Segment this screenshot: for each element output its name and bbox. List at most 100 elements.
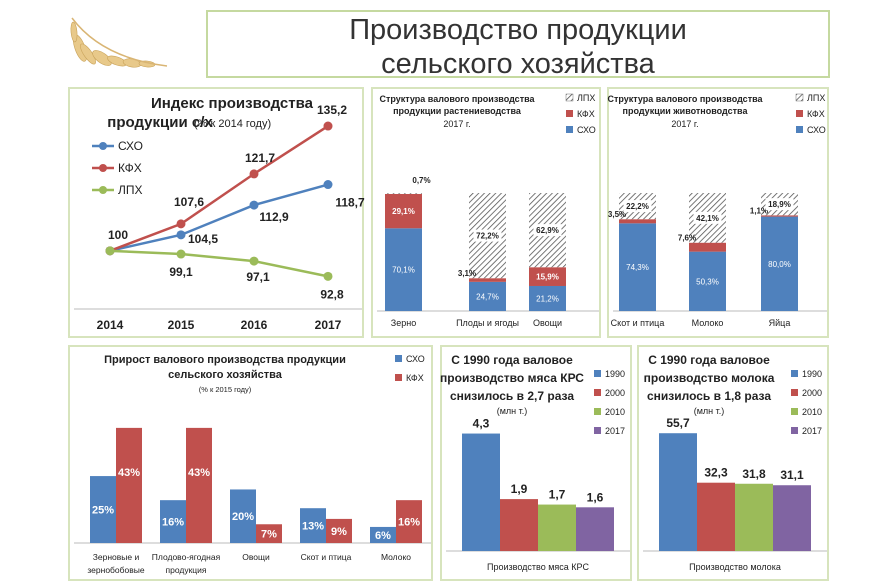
growth-x-tick-0-1: зернобобовые: [87, 565, 144, 575]
crops-title: Структура валового производства: [379, 94, 535, 104]
crops-label-sxo-1: 24,7%: [476, 292, 499, 301]
growth-legend-СХО: СХО: [406, 354, 425, 364]
livestock-legend-ЛПХ: ЛПХ: [807, 93, 825, 103]
livestock-title: Структура валового производства: [607, 94, 763, 104]
milk-legend-swatch-2017: [791, 427, 798, 434]
crops-structure-chart: Структура валового производства продукции…: [377, 93, 599, 328]
livestock-title-2: продукции животноводства: [623, 106, 749, 116]
milk-legend-swatch-1990: [791, 370, 798, 377]
livestock-bar-kfh-0: [619, 219, 656, 224]
crops-bar-kfh-2: [529, 267, 566, 286]
data-label-СХО-2015: 104,5: [188, 232, 218, 246]
livestock-label-bg-lph-0: [623, 200, 652, 213]
milk-bar-2010: [735, 483, 773, 551]
point-КФХ-2015: [176, 219, 186, 229]
livestock-bar-sxo-1: [689, 251, 726, 311]
meat-legend-swatch-2010: [594, 408, 601, 415]
crops-label-lph-0: 0,7%: [412, 176, 430, 185]
meat-label-1990: 4,3: [473, 417, 490, 431]
meat-bar-2017: [576, 507, 614, 551]
crops-label-lph-2: 62,9%: [536, 226, 559, 235]
growth-bar-КФХ-1: [186, 427, 212, 543]
meat-label-2010: 1,7: [549, 488, 566, 502]
livestock-label-kfh-0: 3,5%: [608, 210, 626, 219]
meat-legend-2017: 2017: [605, 426, 625, 436]
growth-bar-СХО-2: [230, 489, 256, 543]
milk-legend-2017: 2017: [802, 426, 822, 436]
growth-x-tick-1-1: продукция: [165, 565, 206, 575]
growth-bar-КФХ-4: [396, 500, 422, 543]
milk-legend-2010: 2010: [802, 407, 822, 417]
milk-unit: (млн т.): [694, 406, 725, 416]
crops-structure-panel: Структура валового производства продукции…: [371, 87, 601, 338]
milk-bar-1990: [659, 433, 697, 551]
growth-bar-СХО-3: [300, 508, 326, 543]
meat-title-2: снизилось в 2,7 раза: [450, 389, 574, 403]
x-tick-2016: 2016: [241, 318, 268, 332]
livestock-label-sxo-1: 50,3%: [696, 277, 719, 286]
livestock-bar-sxo-0: [619, 223, 656, 311]
x-tick-2015: 2015: [168, 318, 195, 332]
data-label-СХО-2016: 112,9: [259, 210, 289, 224]
milk-title-1: производство молока: [644, 371, 775, 385]
milk-label-2010: 31,8: [742, 467, 766, 481]
crops-bar-sxo-2: [529, 285, 566, 311]
growth-legend-swatch-СХО: [395, 355, 402, 362]
crops-year: 2017 г.: [443, 119, 470, 129]
meat-bar-chart: С 1990 года валовое производство мяса КРС…: [440, 353, 630, 572]
crops-legend-ЛПХ: ЛПХ: [577, 93, 595, 103]
livestock-x-tick-1: Молоко: [692, 318, 724, 328]
legend-marker-ЛПХ: [99, 186, 107, 194]
index-line-chart: Индекс производства продукции с/х(% к 201…: [74, 95, 365, 332]
crops-label-bg-lph-1: [473, 229, 502, 242]
livestock-legend-КФХ: КФХ: [807, 109, 825, 119]
milk-chart-panel: С 1990 года валовое производство молока сн…: [637, 345, 829, 581]
legend-marker-КФХ: [99, 164, 107, 172]
index-chart-subtitle: (% к 2014 году): [194, 118, 271, 130]
crops-bar-sxo-1: [469, 281, 506, 311]
livestock-legend-swatch-ЛПХ: [795, 93, 804, 102]
page-title-line-2: сельского хозяйства: [381, 48, 655, 80]
growth-bar-СХО-0: [90, 476, 116, 543]
milk-bar-2017: [773, 485, 811, 551]
legend-label-КФХ: КФХ: [118, 161, 142, 175]
data-label-КФХ-2017: 135,2: [317, 103, 347, 117]
milk-label-2017: 31,1: [780, 468, 804, 482]
crops-label-sxo-0: 70,1%: [392, 266, 415, 275]
meat-bar-2000: [500, 499, 538, 551]
data-label-КФХ-2015: 107,6: [174, 195, 204, 209]
crops-bar-kfh-1: [469, 278, 506, 282]
growth-label-КФХ-4: 16%: [398, 517, 420, 529]
livestock-label-kfh-2: 1,1%: [750, 206, 768, 215]
point-ЛПХ-2017: [323, 271, 333, 281]
meat-chart-panel: С 1990 года валовое производство мяса КРС…: [440, 345, 632, 581]
milk-legend-swatch-2010: [791, 408, 798, 415]
wheat-decoration: [70, 17, 168, 68]
livestock-bar-kfh-2: [761, 215, 798, 217]
livestock-label-kfh-1: 7,6%: [678, 234, 696, 243]
crops-label-sxo-2: 21,2%: [536, 294, 559, 303]
growth-label-КФХ-0: 43%: [118, 467, 140, 479]
data-label-КФХ-2014: 100: [108, 228, 128, 242]
growth-label-КФХ-3: 9%: [331, 526, 347, 538]
livestock-bar-sxo-2: [761, 216, 798, 311]
data-label-ЛПХ-2015: 99,1: [169, 265, 193, 279]
growth-label-СХО-3: 13%: [302, 521, 324, 533]
livestock-structure-chart: Структура валового производства продукции…: [607, 93, 827, 328]
point-СХО-2016: [249, 200, 259, 210]
data-label-СХО-2017: 118,7: [335, 196, 365, 210]
meat-legend-1990: 1990: [605, 369, 625, 379]
meat-legend-swatch-2000: [594, 389, 601, 396]
legend-label-ЛПХ: ЛПХ: [118, 183, 143, 197]
point-СХО-2015: [176, 230, 186, 240]
crops-bar-sxo-0: [385, 228, 422, 311]
milk-title-0: С 1990 года валовое: [648, 353, 770, 367]
livestock-x-tick-2: Яйца: [769, 318, 791, 328]
livestock-structure-panel: Структура валового производства продукции…: [607, 87, 829, 338]
growth-chart-panel: Прирост валового производства продукции с…: [68, 345, 433, 581]
crops-title-2: продукции растениеводства: [393, 106, 522, 116]
growth-label-СХО-1: 16%: [162, 517, 184, 529]
livestock-label-lph-2: 18,9%: [768, 200, 791, 209]
livestock-legend-swatch-СХО: [796, 126, 803, 133]
meat-label-2000: 1,9: [511, 482, 528, 496]
